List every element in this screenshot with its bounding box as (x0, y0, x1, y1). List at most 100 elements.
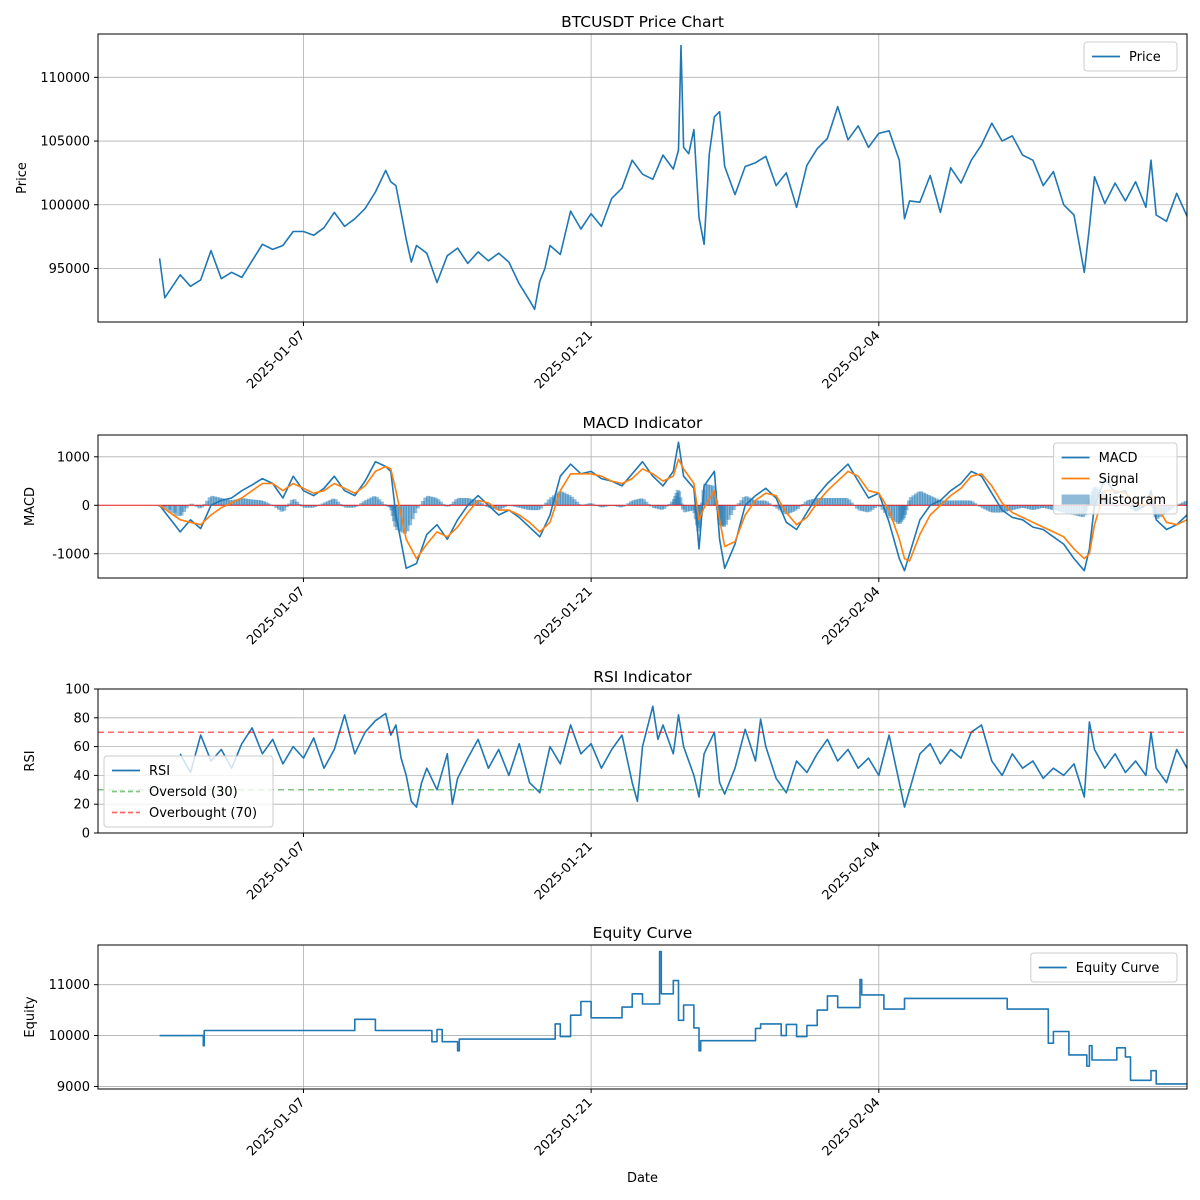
histogram-bar (904, 505, 909, 511)
histogram-bar (372, 496, 377, 506)
histogram-bar (441, 504, 446, 506)
histogram-bar (459, 498, 464, 506)
histogram-bar (210, 495, 215, 506)
x-tick-label: 2025-02-04 (820, 584, 884, 648)
histogram-bar (1044, 505, 1050, 509)
histogram-bar (870, 505, 875, 510)
x-tick-label: 2025-01-21 (532, 1095, 596, 1159)
histogram-bar (821, 498, 826, 506)
histogram-bar (1178, 503, 1183, 506)
histogram-bar (942, 500, 947, 506)
histogram-bar (616, 505, 621, 507)
histogram-bar (310, 505, 315, 508)
histogram-bar (1037, 505, 1042, 509)
equity-panel: 2025-01-07 2025-01-21 2025-02-04 9000 10000 1… (23, 924, 1188, 1186)
histogram-bar (644, 501, 649, 506)
histogram-bar (431, 497, 436, 506)
histogram-bar (325, 501, 330, 506)
grid-lines (98, 945, 1187, 1089)
histogram-bar (993, 505, 998, 513)
histogram-bar (366, 498, 372, 506)
histogram-bar (788, 505, 793, 514)
histogram-bar (1019, 505, 1024, 509)
y-tick-label: 11000 (49, 978, 90, 993)
histogram-bar (243, 498, 248, 506)
histogram-bar (952, 500, 957, 506)
histogram-bar (446, 505, 451, 507)
legend-box (1030, 952, 1178, 983)
plot-area (98, 441, 1187, 572)
histogram-bar (425, 495, 431, 506)
histogram-bar (831, 498, 836, 506)
histogram-bar (338, 504, 343, 506)
histogram-bar (341, 505, 346, 507)
histogram-bar (225, 499, 230, 506)
histogram-bar (348, 505, 354, 508)
histogram-bar (531, 505, 536, 511)
histogram-bar (785, 505, 790, 515)
histogram-bar (248, 499, 253, 506)
histogram-bar (202, 504, 207, 506)
histogram-bar (965, 500, 970, 506)
y-tick-label: 80 (73, 711, 90, 726)
histogram-bar (1047, 505, 1052, 510)
histogram-bar (598, 505, 603, 508)
histogram-bar (361, 501, 366, 506)
x-tick-label: 2025-01-21 (532, 584, 596, 648)
histogram-bar (926, 494, 931, 506)
histogram-bar (759, 500, 764, 506)
histogram-bar (549, 497, 554, 506)
histogram-bar (911, 495, 916, 506)
histogram-bar (544, 502, 549, 506)
legend-swatch-histogram (1061, 494, 1090, 505)
histogram-bar (189, 503, 194, 506)
histogram-bar (937, 499, 942, 506)
legend: MACD Signal Histogram (1053, 442, 1178, 515)
plot-area (158, 44, 1187, 311)
y-tick-label: 110000 (40, 71, 90, 86)
histogram-bar (256, 500, 261, 506)
histogram-bar (443, 505, 449, 507)
histogram-bar (359, 503, 364, 506)
histogram-bar (649, 505, 654, 507)
legend: Price (1083, 41, 1178, 72)
histogram-bar (836, 498, 842, 506)
histogram-bar (323, 502, 328, 506)
histogram-bar (641, 499, 646, 506)
histogram-bar (1016, 505, 1021, 509)
histogram-bar (1039, 505, 1044, 509)
histogram-bar (731, 505, 736, 511)
histogram-bar (980, 505, 985, 509)
histogram-bar (793, 505, 798, 511)
x-tick-label: 2025-02-04 (820, 1095, 884, 1159)
histogram-bar (454, 499, 459, 506)
histogram-bar (867, 505, 872, 512)
histogram-bar (297, 504, 302, 506)
histogram-bar (849, 502, 854, 506)
histogram-bar (705, 484, 711, 506)
histogram-bar (991, 505, 996, 513)
histogram-bar (587, 503, 592, 506)
histogram-bar (328, 499, 333, 506)
axes-frame (97, 33, 1188, 323)
histogram-bar (654, 505, 659, 509)
histogram-bar (682, 505, 687, 513)
legend-label-oversold-30: Oversold (30) (149, 785, 238, 800)
histogram-bar (1011, 505, 1016, 510)
histogram-bar (184, 505, 189, 509)
histogram-bar (703, 483, 708, 506)
histogram-bar (235, 498, 241, 506)
histogram-bar (292, 499, 297, 506)
histogram-bar (523, 505, 528, 510)
histogram-bar (765, 501, 770, 506)
histogram-bar (639, 498, 644, 506)
series-line-price (158, 44, 1187, 311)
histogram-bar (1183, 501, 1187, 506)
axes-frame (97, 434, 1188, 579)
histogram-bar (962, 500, 967, 506)
axes-frame (97, 688, 1188, 834)
histogram-bar (659, 505, 664, 510)
histogram-bar (652, 505, 657, 509)
histogram-bar (461, 498, 467, 506)
histogram-bar (562, 492, 567, 506)
